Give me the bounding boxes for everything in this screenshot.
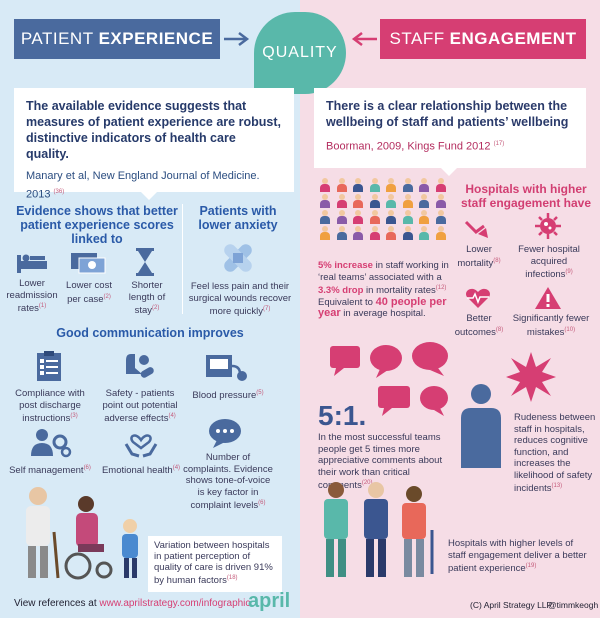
communication-item-emotional-health: Emotional health(4) — [101, 465, 181, 477]
self-management-icon — [30, 426, 72, 458]
communication-heading: Good communication improves — [56, 326, 244, 340]
staff-person-icon — [368, 226, 382, 240]
arrow-left-icon — [351, 32, 377, 46]
quote-pointer — [140, 191, 158, 200]
staff-person-icon — [417, 194, 431, 208]
patients-illustration — [26, 487, 138, 580]
rudeness-text: Rudeness between staff in hospitals, red… — [514, 412, 596, 495]
quote-text: There is a clear relationship between th… — [326, 99, 569, 129]
staff-person-icon — [434, 194, 448, 208]
communication-item-self-management: Self management(6) — [9, 465, 91, 477]
staff-person-icon — [351, 194, 365, 208]
staff-person-icon — [351, 178, 365, 192]
staff-person-icon — [401, 226, 415, 240]
engagement-item-infections: Fewer hospital acquired infections(9) — [518, 244, 580, 281]
heartbeat-icon — [466, 288, 490, 308]
warning-icon — [535, 287, 561, 309]
speech-bubbles-illustration — [330, 342, 448, 416]
staff-people-grid — [318, 178, 450, 240]
staff-person-icon — [434, 178, 448, 192]
staff-person-icon — [384, 226, 398, 240]
engagement-item-mortality: Lower mortality(8) — [457, 244, 501, 269]
staff-person-icon — [335, 210, 349, 224]
staff-person-icon — [368, 178, 382, 192]
staff-illustration — [324, 482, 434, 577]
staff-person-icon — [318, 210, 332, 224]
heart-hands-icon — [124, 426, 158, 458]
hourglass-icon — [132, 246, 158, 278]
evidence-item-readmission: Lower readmission rates(1) — [6, 278, 58, 315]
cash-icon — [70, 250, 108, 276]
blood-pressure-icon — [204, 352, 250, 382]
engagement-item-mistakes: Significantly fewer mistakes(10) — [512, 313, 590, 338]
ratio-value: 5:1. — [318, 400, 367, 431]
staff-person-icon — [335, 226, 349, 240]
staff-person-icon — [335, 178, 349, 192]
staff-person-icon — [318, 178, 332, 192]
communication-item-safety: Safety - patients point out potential ad… — [102, 388, 178, 425]
staff-person-icon — [434, 210, 448, 224]
staff-person-icon — [401, 210, 415, 224]
staff-person-icon — [384, 178, 398, 192]
references-footer: View references at www.aprilstrategy.com… — [14, 598, 251, 609]
staff-person-icon — [384, 194, 398, 208]
starburst-icon — [506, 352, 556, 402]
variation-text: Variation between hospitals in patient p… — [154, 540, 273, 587]
staff-engagement-header: STAFF ENGAGEMENT — [380, 19, 586, 59]
staff-person-icon — [368, 194, 382, 208]
quote-pointer — [440, 167, 458, 176]
staff-person-icon — [401, 178, 415, 192]
staff-person-icon — [417, 210, 431, 224]
germ-icon — [535, 213, 561, 239]
anxiety-heading: Patients with lower anxiety — [198, 204, 278, 232]
patient-experience-header: PATIENT EXPERIENCE — [14, 19, 220, 59]
staff-patient-text: Hospitals with higher levels of staff en… — [448, 538, 587, 575]
staff-person-icon — [351, 226, 365, 240]
quote-source: Boorman, 2009, Kings Fund 2012 (17) — [326, 140, 505, 153]
down-arrow-icon — [464, 220, 488, 238]
patient-experience-quote: The available evidence suggests that mea… — [14, 88, 294, 201]
communication-item-blood-pressure: Blood pressure(5) — [192, 390, 264, 402]
staff-silhouette-icon — [461, 384, 501, 468]
clipboard-icon — [34, 350, 64, 382]
communication-item-complaints: Number of complaints. Evidence shows ton… — [183, 452, 273, 512]
evidence-heading: Evidence shows that better patient exper… — [16, 204, 178, 246]
copyright-text: (C) April Strategy LLP — [470, 600, 553, 610]
staff-person-icon — [335, 194, 349, 208]
speech-icon — [206, 418, 244, 448]
higher-engagement-heading: Hospitals with higher staff engagement h… — [460, 182, 592, 210]
real-teams-text: 5% increase in staff working in ‘real te… — [318, 260, 449, 320]
pills-icon — [122, 350, 156, 382]
engagement-item-outcomes: Better outcomes(8) — [454, 313, 504, 338]
references-link[interactable]: www.aprilstrategy.com/infographic — [99, 598, 251, 609]
evidence-item-stay: Shorter length of stay(2) — [128, 280, 166, 317]
staff-person-icon — [417, 226, 431, 240]
quote-source: Manary et al, New England Journal of Med… — [26, 170, 260, 201]
bandage-icon — [216, 238, 260, 278]
staff-person-icon — [417, 178, 431, 192]
twitter-handle[interactable]: @timmkeogh — [548, 600, 599, 610]
anxiety-text: Feel less pain and their surgical wounds… — [188, 281, 292, 318]
brand-logo: april — [248, 590, 291, 612]
quote-text: The available evidence suggests that mea… — [26, 99, 281, 161]
staff-person-icon — [384, 210, 398, 224]
quality-badge: QUALITY — [254, 12, 346, 94]
variation-box: Variation between hospitals in patient p… — [148, 536, 282, 592]
evidence-item-cost: Lower cost per case(2) — [66, 280, 112, 305]
hospital-bed-icon — [14, 248, 50, 276]
staff-person-icon — [318, 194, 332, 208]
staff-person-icon — [401, 194, 415, 208]
staff-engagement-quote: There is a clear relationship between th… — [314, 88, 586, 168]
arrow-right-icon — [224, 32, 250, 46]
divider — [182, 204, 183, 314]
communication-item-compliance: Compliance with post discharge instructi… — [15, 388, 85, 425]
staff-person-icon — [434, 226, 448, 240]
staff-person-icon — [318, 226, 332, 240]
staff-person-icon — [368, 210, 382, 224]
staff-person-icon — [351, 210, 365, 224]
